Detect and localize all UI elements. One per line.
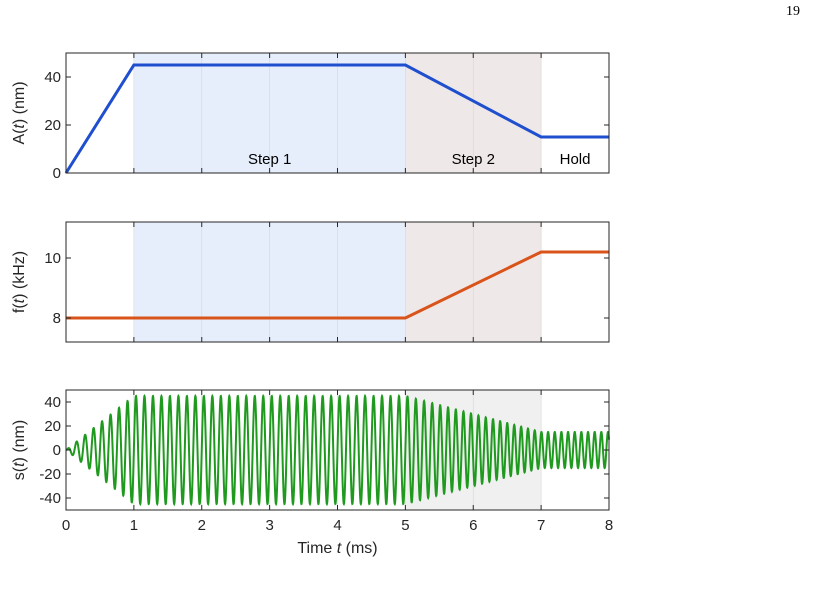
y-label-part: ) (nm)	[11, 81, 28, 124]
amplitude-y-label: A(t) (nm)	[11, 81, 28, 144]
y-tick-label: -20	[39, 466, 61, 483]
x-tick-label: 3	[265, 517, 273, 534]
signal-y-label: s(t) (nm)	[11, 420, 28, 480]
y-label-part: ) (kHz)	[11, 251, 28, 299]
x-tick-label: 4	[333, 517, 341, 534]
y-label-part: t	[11, 124, 28, 129]
y-tick-label: 0	[53, 442, 61, 459]
y-label-part: f(	[11, 303, 28, 313]
x-tick-label: 1	[130, 517, 138, 534]
step1-label: Step 1	[248, 151, 291, 168]
step2-label: Step 2	[452, 151, 495, 168]
x-tick-label: 0	[62, 517, 70, 534]
y-tick-label: 0	[53, 165, 61, 182]
x-tick-label: 7	[537, 517, 545, 534]
signal-line	[65, 393, 610, 507]
frequency-line	[66, 250, 609, 320]
frequency-y-label: f(t) (kHz)	[11, 251, 28, 313]
x-tick-label: 8	[605, 517, 613, 534]
y-tick-label: 40	[44, 69, 61, 86]
x-label-part: Time	[297, 540, 336, 557]
y-tick-label: 20	[44, 418, 61, 435]
amplitude-panel: 0 20 40 Step 1 Step 2 Hold A(t) (nm)	[11, 52, 610, 182]
amplitude-line	[64, 63, 609, 174]
y-tick-label: 8	[53, 310, 61, 327]
y-label-part: t	[11, 298, 28, 303]
y-label-part: A(	[11, 128, 28, 145]
hold-label: Hold	[560, 151, 591, 168]
y-tick-label: 40	[44, 394, 61, 411]
frequency-panel: 8 10 f(t) (kHz)	[11, 221, 610, 343]
x-tick-label: 5	[401, 517, 409, 534]
y-tick-label: 20	[44, 117, 61, 134]
y-label-part: ) (nm)	[11, 420, 28, 463]
y-tick-label: 10	[44, 250, 61, 267]
x-label-part: t	[337, 540, 342, 557]
y-tick-label: -40	[39, 490, 61, 507]
time-x-label: Time t (ms)	[297, 540, 377, 557]
x-label-part: (ms)	[341, 540, 377, 557]
hold-region	[541, 53, 609, 173]
y-label-part: t	[11, 462, 28, 467]
page-number: 19	[786, 4, 800, 19]
x-tick-label: 2	[198, 517, 206, 534]
x-tick-label: 6	[469, 517, 477, 534]
y-label-part: s(	[11, 466, 28, 480]
